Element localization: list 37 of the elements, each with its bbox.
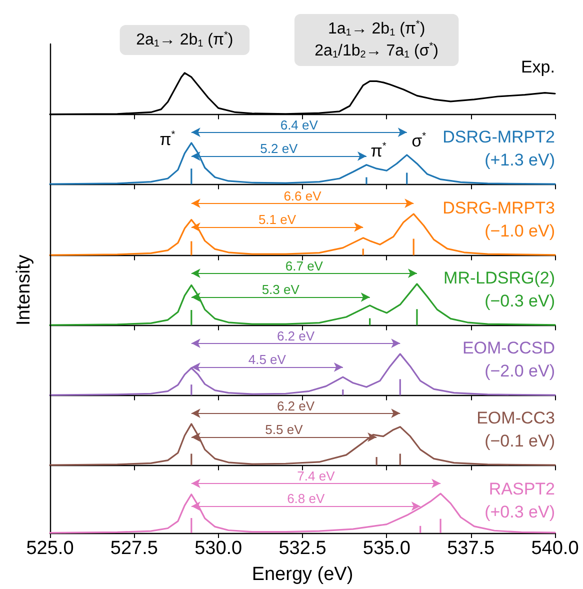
annotation: (−1.0 eV): [484, 221, 555, 240]
annotation: (+0.3 eV): [484, 502, 555, 522]
annotation: 5.1 eV: [258, 212, 296, 227]
text: 6.7 eV: [285, 258, 324, 274]
x-axis-title: Energy (eV): [252, 564, 354, 585]
series-label: RASPT2: [488, 479, 555, 498]
annotation: (−2.0 eV): [484, 362, 555, 381]
text: 6.4 eV: [280, 118, 318, 133]
x-tick-label: 540.0: [531, 538, 579, 559]
series-label: Exp.: [520, 58, 555, 77]
legend-label: DSRG-MRPT2: [442, 128, 555, 147]
annotation: (+1.3 eV): [484, 150, 555, 170]
annotation: σ*: [412, 131, 426, 151]
annotation: 5.5 eV: [265, 422, 304, 438]
annotation: π*: [370, 141, 386, 161]
text: 6.2 eV: [276, 328, 315, 344]
text: 6.2 eV: [276, 398, 315, 414]
legend-label: DSRG-MRPT3: [442, 198, 555, 218]
annotation: 4.5 eV: [248, 352, 286, 368]
text: 6.6 eV: [284, 188, 322, 203]
annotation: π*: [160, 130, 176, 150]
x-tick-label: 527.5: [110, 538, 158, 559]
annotation: 5.2 eV: [260, 141, 298, 156]
x-tick-label: 525.0: [26, 538, 74, 559]
annotation: 6.8 eV: [287, 490, 325, 506]
x-tick-label: 535.0: [362, 538, 410, 559]
legend-label: MR-LDSRG(2): [444, 268, 555, 288]
x-tick-label: 537.5: [447, 538, 495, 559]
text: EOM-CC3: [476, 409, 555, 428]
x-tick-label: 532.5: [278, 538, 326, 559]
text: 7.4 eV: [297, 468, 336, 484]
text: EOM-CCSD: [462, 338, 555, 358]
x-tick-label: 530.0: [194, 538, 242, 559]
annotation: 5.3 eV: [262, 282, 300, 298]
annotation: (−0.3 eV): [484, 292, 555, 311]
y-axis-title: Intensity: [14, 254, 34, 326]
annotation: (−0.1 eV): [484, 432, 555, 452]
